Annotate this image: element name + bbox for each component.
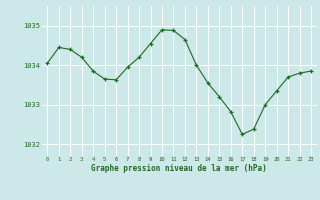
X-axis label: Graphe pression niveau de la mer (hPa): Graphe pression niveau de la mer (hPa) <box>91 164 267 173</box>
